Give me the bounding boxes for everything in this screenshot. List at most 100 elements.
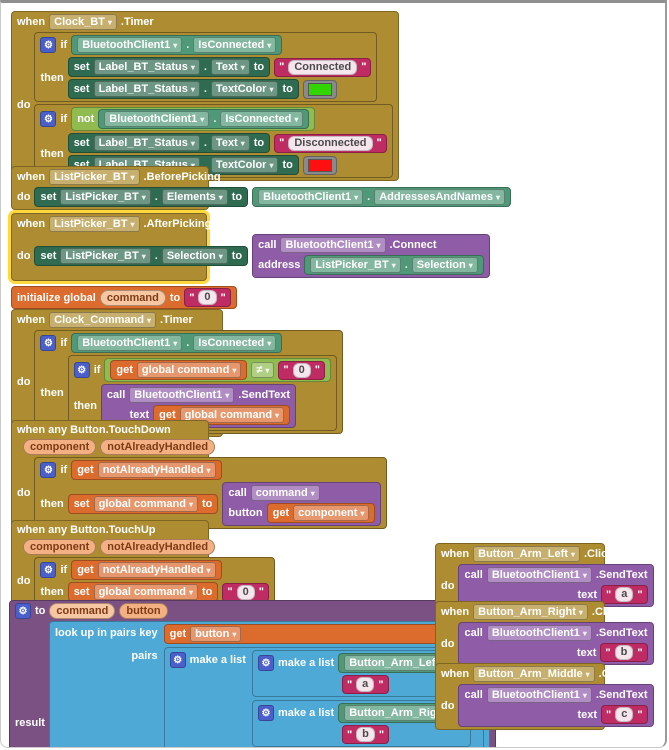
get-global-command-block[interactable]: get global command <box>110 360 248 380</box>
call-command-procedure-block[interactable]: call command button get component <box>222 482 382 526</box>
if-block-notalreadyhandled[interactable]: if get notAlreadyHandled then set global… <box>34 557 275 605</box>
get-button-block[interactable]: get button <box>163 624 484 644</box>
procedure-dropdown[interactable]: command <box>250 485 320 501</box>
selection-getter-block[interactable]: ListPicker_BT . Selection <box>304 255 484 275</box>
component-dropdown[interactable]: ListPicker_BT <box>49 169 140 185</box>
component-dropdown[interactable]: Button_Arm_Left <box>344 655 452 671</box>
component-dropdown[interactable]: Clock_BT <box>49 14 117 30</box>
block-procedure-command[interactable]: to command button result look up in pair… <box>9 600 496 747</box>
component-dropdown[interactable]: ListPicker_BT <box>49 216 140 232</box>
property-dropdown[interactable]: Text <box>210 59 250 75</box>
component-dropdown[interactable]: Button_Arm_Right <box>473 604 588 620</box>
call-sendtext-block[interactable]: call BluetoothClient1 .SendText text b <box>458 622 654 665</box>
string-block[interactable]: 0 <box>222 582 269 602</box>
set-label-textcolor-block[interactable]: set Label_BT_Status . TextColor to <box>67 79 299 99</box>
mutator-gear-icon[interactable] <box>169 652 186 668</box>
mutator-gear-icon[interactable] <box>40 462 57 478</box>
procedure-name-field[interactable]: command <box>49 603 116 619</box>
variable-name-field[interactable]: command <box>99 289 166 306</box>
string-block[interactable]: b <box>341 725 390 744</box>
property-dropdown[interactable]: Selection <box>411 257 478 273</box>
variable-dropdown[interactable]: notAlreadyHandled <box>97 462 216 478</box>
component-dropdown[interactable]: BluetoothClient1 <box>486 625 592 641</box>
variable-dropdown[interactable]: notAlreadyHandled <box>97 562 216 578</box>
lookup-in-pairs-block[interactable]: look up in pairs key get button pairs ma… <box>48 621 490 747</box>
red-color-swatch[interactable] <box>307 158 332 172</box>
component-dropdown[interactable]: ListPicker_BT <box>60 189 151 205</box>
mutator-gear-icon[interactable] <box>40 37 57 53</box>
component-dropdown[interactable]: BluetoothClient1 <box>486 687 592 703</box>
variable-dropdown[interactable]: button <box>190 626 242 642</box>
if-block-isconnected[interactable]: if BluetoothClient1 . IsConnected then <box>34 330 343 434</box>
component-dropdown[interactable]: Label_BT_Status <box>93 81 200 97</box>
component-dropdown[interactable]: Button_Arm_Left <box>473 546 580 562</box>
string-value[interactable]: 0 <box>236 584 255 600</box>
string-value[interactable]: b <box>356 727 375 742</box>
set-selection-block[interactable]: set ListPicker_BT . Selection to <box>34 246 249 266</box>
call-connect-block[interactable]: call BluetoothClient1 .Connect address L… <box>252 234 490 278</box>
event-param-notalreadyhandled[interactable]: notAlreadyHandled <box>100 439 216 455</box>
if-block-connected[interactable]: if BluetoothClient1 . IsConnected then <box>34 32 378 102</box>
property-dropdown[interactable]: Text <box>210 135 250 151</box>
mutator-gear-icon[interactable] <box>40 111 57 127</box>
event-param-component[interactable]: component <box>23 439 97 455</box>
set-label-text-block[interactable]: set Label_BT_Status . Text to <box>67 57 271 77</box>
component-dropdown[interactable]: Label_BT_Status <box>93 135 200 151</box>
string-value[interactable]: a <box>615 587 634 602</box>
if-block-notalreadyhandled[interactable]: if get notAlreadyHandled then set global… <box>34 457 388 529</box>
if-block-disconnected[interactable]: if not BluetoothClient1 . IsConnected <box>34 104 393 178</box>
addresses-getter-block[interactable]: BluetoothClient1 . AddressesAndNames <box>252 187 511 207</box>
property-dropdown[interactable]: Selection <box>161 248 228 264</box>
isconnected-getter-block[interactable]: BluetoothClient1 . IsConnected <box>98 109 310 129</box>
block-when-button-arm-middle-click[interactable]: when Button_Arm_Middle .Click do call Bl… <box>435 663 654 730</box>
string-block[interactable]: a <box>341 675 389 694</box>
set-global-command-block[interactable]: set global command to <box>67 494 219 514</box>
component-dropdown[interactable]: BluetoothClient1 <box>77 37 183 53</box>
property-dropdown[interactable]: AddressesAndNames <box>374 189 505 205</box>
string-value[interactable]: 0 <box>292 362 311 378</box>
property-dropdown[interactable]: TextColor <box>210 157 279 173</box>
color-block-red[interactable] <box>302 155 337 175</box>
make-a-list-pair-block[interactable]: make a list Button_Arm_Right b <box>251 700 471 747</box>
get-notalreadyhandled-block[interactable]: get notAlreadyHandled <box>71 560 222 580</box>
component-dropdown[interactable]: BluetoothClient1 <box>104 111 210 127</box>
string-value[interactable]: c <box>615 707 634 722</box>
property-dropdown[interactable]: IsConnected <box>193 335 277 351</box>
string-value[interactable]: Disconnected <box>288 135 373 151</box>
compare-block[interactable]: get global command ≠ 0 <box>104 358 331 382</box>
get-component-block[interactable]: get component <box>266 503 376 523</box>
isconnected-getter-block[interactable]: BluetoothClient1 . IsConnected <box>71 333 283 353</box>
set-global-command-block[interactable]: set global command to <box>67 582 219 602</box>
variable-dropdown[interactable]: component <box>293 505 370 521</box>
component-dropdown[interactable]: Label_BT_Status <box>93 59 200 75</box>
block-when-clock-bt-timer[interactable]: when Clock_BT .Timer do if BluetoothClie… <box>11 11 399 181</box>
block-when-button-arm-left-click[interactable]: when Button_Arm_Left .Click do call Blue… <box>435 543 654 610</box>
mutator-gear-icon[interactable] <box>257 705 274 721</box>
call-sendtext-block[interactable]: call BluetoothClient1 .SendText text a <box>458 564 654 607</box>
component-block[interactable]: Button_Arm_Right <box>338 703 465 723</box>
mutator-gear-icon[interactable] <box>257 655 274 671</box>
block-when-button-arm-right-click[interactable]: when Button_Arm_Right .Click do call Blu… <box>435 601 654 668</box>
string-value[interactable]: 0 <box>198 290 217 305</box>
string-block[interactable]: 0 <box>278 360 325 380</box>
property-dropdown[interactable]: TextColor <box>210 81 279 97</box>
component-dropdown[interactable]: Clock_Command <box>49 312 156 328</box>
mutator-gear-icon[interactable] <box>40 335 57 351</box>
event-param-component[interactable]: component <box>23 539 97 555</box>
component-dropdown[interactable]: Button_Arm_Middle <box>473 666 595 682</box>
block-when-any-button-touchdown[interactable]: when any Button.TouchDown component notA… <box>11 420 388 532</box>
component-dropdown[interactable]: BluetoothClient1 <box>129 387 235 403</box>
green-color-swatch[interactable] <box>307 82 332 96</box>
mutator-gear-icon[interactable] <box>15 603 31 619</box>
string-block[interactable]: Disconnected <box>274 133 387 153</box>
procedure-param-button[interactable]: button <box>119 603 168 619</box>
string-value[interactable]: a <box>356 677 375 692</box>
string-value[interactable]: b <box>614 645 634 660</box>
isconnected-getter-block[interactable]: BluetoothClient1 . IsConnected <box>71 35 283 55</box>
block-when-any-button-touchup[interactable]: when any Button.TouchUp component notAlr… <box>11 520 275 608</box>
make-a-list-pair-block[interactable]: make a list Button_Arm_Left a <box>251 650 464 697</box>
property-dropdown[interactable]: IsConnected <box>220 111 304 127</box>
string-block[interactable]: c <box>601 705 648 724</box>
string-value[interactable]: Connected <box>288 59 358 75</box>
